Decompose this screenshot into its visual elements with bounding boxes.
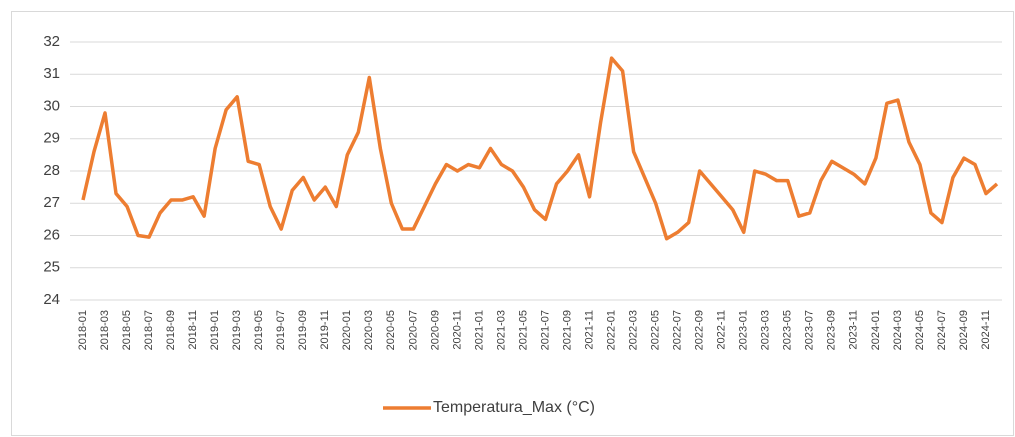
y-tick-label: 25 [43,259,60,276]
x-tick-label: 2021-09 [561,310,573,350]
x-tick-label: 2020-03 [363,310,375,350]
x-tick-label: 2024-11 [980,310,992,350]
y-tick-label: 31 [43,65,60,82]
x-tick-label: 2022-11 [716,310,728,350]
y-tick-label: 27 [43,194,60,211]
x-tick-label: 2019-03 [231,310,243,350]
x-tick-label: 2020-05 [385,310,397,350]
x-tick-label: 2021-01 [473,310,485,350]
x-tick-label: 2020-07 [407,310,419,350]
x-tick-label: 2022-09 [694,310,706,350]
x-tick-label: 2022-01 [605,310,617,350]
y-tick-label: 28 [43,162,60,179]
y-tick-label: 24 [43,291,60,308]
x-tick-label: 2019-11 [319,310,331,350]
x-tick-label: 2024-09 [958,310,970,350]
legend-label: Temperatura_Max (°C) [433,399,595,416]
x-tick-label: 2023-07 [804,310,816,350]
x-tick-label: 2022-03 [628,310,640,350]
x-tick-label: 2018-09 [165,310,177,350]
x-tick-label: 2021-03 [495,310,507,350]
x-tick-label: 2019-05 [253,310,265,350]
y-tick-label: 32 [43,33,60,50]
x-tick-label: 2023-03 [760,310,772,350]
x-tick-label: 2023-05 [782,310,794,350]
x-tick-label: 2018-11 [187,310,199,350]
x-tick-label: 2022-05 [650,310,662,350]
x-tick-label: 2018-05 [121,310,133,350]
x-tick-label: 2021-07 [539,310,551,350]
x-tick-label: 2023-11 [848,310,860,350]
x-tick-label: 2021-11 [583,310,595,350]
x-tick-label: 2020-09 [429,310,441,350]
x-tick-label: 2019-01 [209,310,221,350]
y-tick-label: 29 [43,130,60,147]
x-tick-label: 2018-03 [99,310,111,350]
x-tick-label: 2024-01 [870,310,882,350]
x-tick-label: 2019-07 [275,310,287,350]
chart-frame [11,11,1014,436]
x-tick-label: 2020-01 [341,310,353,350]
x-tick-label: 2020-11 [451,310,463,350]
x-tick-label: 2019-09 [297,310,309,350]
x-tick-label: 2023-09 [826,310,838,350]
x-tick-label: 2021-05 [517,310,529,350]
x-tick-label: 2023-01 [738,310,750,350]
x-tick-label: 2018-07 [143,310,155,350]
y-tick-label: 30 [43,97,60,114]
x-tick-label: 2022-07 [672,310,684,350]
x-tick-label: 2018-01 [77,310,89,350]
data-line [81,56,999,241]
x-tick-label: 2024-05 [914,310,926,350]
x-tick-label: 2024-03 [892,310,904,350]
y-tick-label: 26 [43,226,60,243]
x-tick-label: 2024-07 [936,310,948,350]
